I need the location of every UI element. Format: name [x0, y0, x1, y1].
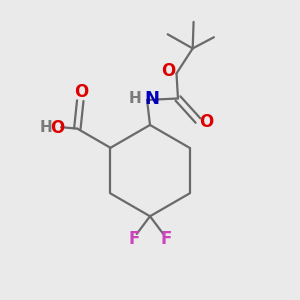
Text: N: N — [145, 90, 160, 108]
Text: O: O — [74, 83, 88, 101]
Text: F: F — [128, 230, 140, 248]
Text: O: O — [50, 119, 65, 137]
Text: H: H — [128, 91, 141, 106]
Text: O: O — [199, 113, 213, 131]
Text: O: O — [161, 62, 176, 80]
Text: F: F — [160, 230, 172, 248]
Text: H: H — [39, 120, 52, 135]
